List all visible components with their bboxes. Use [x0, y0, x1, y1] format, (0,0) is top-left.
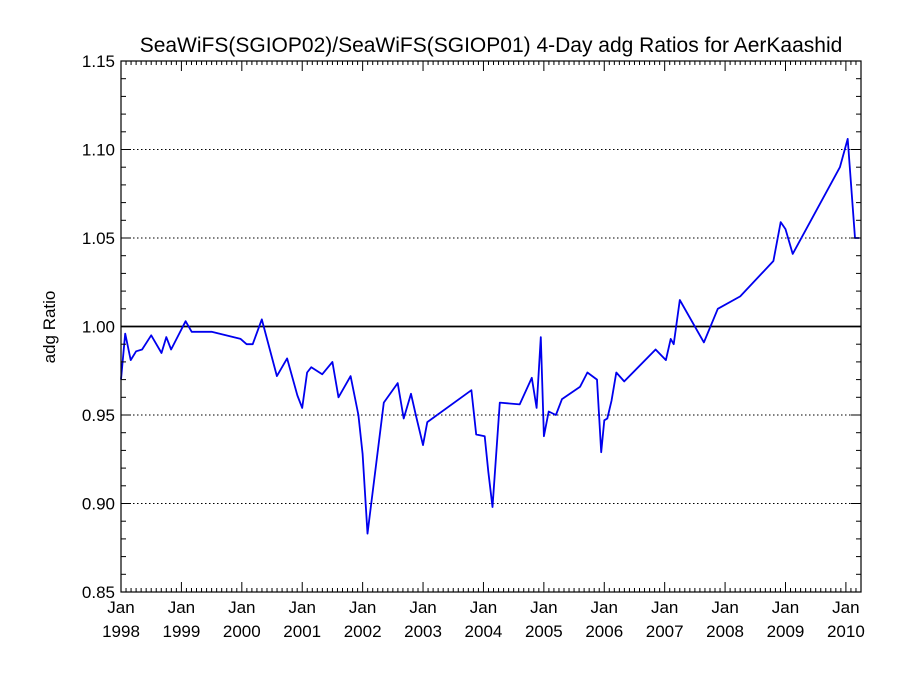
y-tick-label: 1.10 — [82, 141, 115, 160]
x-tick-year-label: 2005 — [525, 622, 563, 641]
x-tick-month-label: Jan — [772, 598, 799, 617]
x-tick-year-label: 1998 — [102, 622, 140, 641]
y-axis-label: adg Ratio — [40, 291, 59, 364]
grid-lines — [121, 149, 861, 504]
y-tick-label: 1.00 — [82, 318, 115, 337]
y-tick-label: 0.85 — [82, 583, 115, 602]
x-tick-year-label: 1999 — [162, 622, 200, 641]
x-tick-month-label: Jan — [168, 598, 195, 617]
x-tick-year-label: 2007 — [646, 622, 684, 641]
x-tick-month-label: Jan — [530, 598, 557, 617]
x-tick-labels: Jan 1998 Jan 1999 Jan 2000 Jan 2001 Jan 2002 Jan 20… — [102, 598, 865, 641]
y-tick-label: 0.95 — [82, 406, 115, 425]
series-group — [120, 137, 860, 535]
y-tick-label: 1.05 — [82, 229, 115, 248]
x-tick-month-label: Jan — [349, 598, 376, 617]
x-tick-month-label: Jan — [711, 598, 738, 617]
x-tick-year-label: 2002 — [344, 622, 382, 641]
x-tick-year-label: 2006 — [585, 622, 623, 641]
y-tick-label: 1.15 — [82, 52, 115, 71]
x-tick-month-label: Jan — [409, 598, 436, 617]
x-tick-month-label: Jan — [470, 598, 497, 617]
x-tick-month-label: Jan — [289, 598, 316, 617]
x-tick-year-label: 2000 — [223, 622, 261, 641]
x-tick-year-label: 2010 — [827, 622, 865, 641]
x-tick-year-label: 2008 — [706, 622, 744, 641]
x-tick-year-label: 2004 — [465, 622, 503, 641]
x-tick-month-label: Jan — [591, 598, 618, 617]
x-tick-year-label: 2009 — [767, 622, 805, 641]
series-line-0 — [120, 137, 860, 535]
y-tick-labels: 0.85 0.90 0.95 1.00 1.05 1.10 1.15 — [82, 52, 115, 602]
x-tick-month-label: Jan — [107, 598, 134, 617]
chart-title: SeaWiFS(SGIOP02)/SeaWiFS(SGIOP01) 4-Day … — [140, 34, 843, 57]
x-tick-year-label: 2001 — [283, 622, 321, 641]
tick-marks — [120, 60, 861, 593]
y-tick-label: 0.90 — [82, 495, 115, 514]
x-tick-month-label: Jan — [651, 598, 678, 617]
x-tick-month-label: Jan — [832, 598, 859, 617]
x-tick-year-label: 2003 — [404, 622, 442, 641]
x-tick-month-label: Jan — [228, 598, 255, 617]
